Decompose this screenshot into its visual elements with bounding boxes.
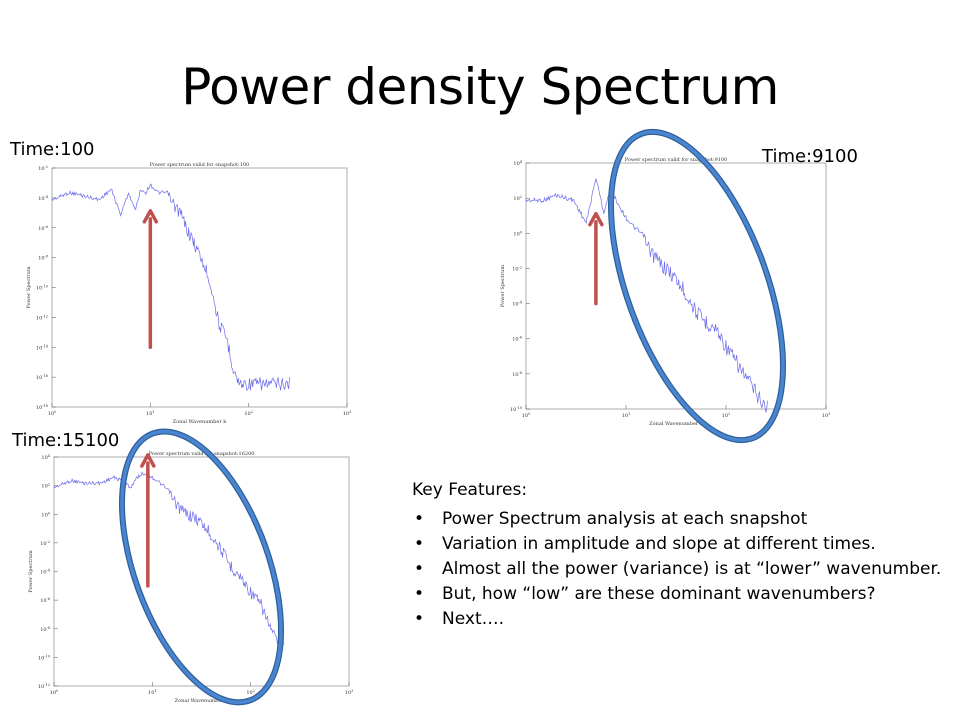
- x-tick-label: 103: [822, 412, 831, 419]
- y-tick-label: 10-6: [512, 336, 522, 343]
- x-tick-label: 102: [722, 412, 731, 419]
- y-tick-label: 100: [41, 511, 50, 518]
- y-tick-label: 10-4: [512, 301, 523, 308]
- spectrum-line: [525, 178, 768, 413]
- y-tick-label: 104: [513, 160, 522, 167]
- y-axis-label: Power Spectrum: [28, 550, 34, 592]
- time-label-100: Time:100: [10, 139, 95, 160]
- red-arrow-head: [142, 209, 159, 224]
- x-tick-label: 101: [146, 410, 155, 417]
- plot-frame: [51, 167, 348, 408]
- y-tick-label: 10-6: [38, 225, 48, 232]
- red-arrow-head: [140, 453, 156, 468]
- features-heading: Key Features:: [412, 480, 528, 500]
- time-label-9100: Time:9100: [762, 146, 858, 167]
- feature-item: Power Spectrum analysis at each snapshot: [412, 507, 957, 532]
- x-tick-label: 103: [345, 689, 354, 696]
- red-arrow-head: [588, 211, 604, 227]
- spectrum-line: [51, 183, 290, 391]
- spectrum-line: [53, 471, 285, 653]
- x-axis-label: Zonal Wavenumber k: [175, 698, 230, 704]
- feature-item: But, how “low” are these dominant wavenu…: [412, 582, 957, 607]
- y-tick-label: 102: [41, 483, 50, 490]
- x-tick-label: 101: [622, 412, 631, 419]
- feature-item: Variation in amplitude and slope at diff…: [412, 532, 957, 557]
- y-tick-label: 10-8: [38, 255, 48, 262]
- y-tick-label: 10-8: [40, 626, 50, 633]
- y-tick-label: 100: [513, 230, 522, 237]
- x-tick-label: 102: [246, 689, 255, 696]
- y-tick-label: 10-12: [36, 314, 48, 321]
- spectrum-chart-9100: Power spectrum valid for snapshot:9100 Zo…: [484, 128, 839, 444]
- spectrum-chart-15100: Power spectrum valid for snapshot:16200 Z…: [14, 428, 359, 717]
- y-tick-label: 10-2: [38, 165, 48, 172]
- plot-frame: [53, 456, 350, 687]
- spectrum-chart-100: Power spectrum valid for snapshot:100 Zon…: [12, 158, 362, 428]
- x-tick-label: 100: [48, 410, 57, 417]
- y-axis-label: Power Spectrum: [500, 265, 506, 307]
- y-tick-label: 10-2: [40, 540, 50, 547]
- y-tick-label: 10-16: [36, 374, 48, 381]
- y-axis-label: Power Spectrum: [26, 266, 32, 308]
- y-tick-label: 10-12: [38, 683, 50, 690]
- y-tick-label: 10-10: [36, 285, 48, 292]
- x-axis-label: Zonal Wavenumber k: [649, 421, 704, 427]
- chart-title: Power spectrum valid for snapshot:16200: [149, 451, 255, 457]
- y-tick-label: 10-10: [38, 654, 50, 661]
- features-list: Power Spectrum analysis at each snapshot…: [412, 507, 957, 632]
- highlight-ellipse: [120, 429, 283, 705]
- highlight-ellipse: [609, 130, 785, 442]
- y-tick-label: 10-14: [36, 344, 49, 351]
- x-tick-label: 101: [148, 689, 157, 696]
- x-tick-label: 103: [343, 410, 352, 417]
- y-tick-label: 10-4: [40, 569, 51, 576]
- time-label-15100: Time:15100: [12, 430, 120, 451]
- chart-title: Power spectrum valid for snapshot:100: [150, 162, 250, 168]
- feature-item: Almost all the power (variance) is at “l…: [412, 557, 957, 582]
- feature-item: Next….: [412, 607, 957, 632]
- y-tick-label: 10-18: [36, 404, 48, 411]
- plot-frame: [525, 162, 827, 410]
- chart-title: Power spectrum valid for snapshot:9100: [625, 157, 728, 163]
- y-tick-label: 10-10: [510, 406, 522, 413]
- x-axis-label: Zonal Wavenumber k: [173, 419, 228, 425]
- y-tick-label: 10-8: [512, 371, 522, 378]
- y-tick-label: 10-6: [40, 597, 50, 604]
- y-tick-label: 10-2: [512, 265, 522, 272]
- y-tick-label: 10-4: [38, 195, 49, 202]
- x-tick-label: 102: [244, 410, 253, 417]
- x-tick-label: 100: [50, 689, 59, 696]
- y-tick-label: 102: [513, 195, 522, 202]
- key-features: Key Features: Power Spectrum analysis at…: [412, 478, 957, 632]
- y-tick-label: 104: [41, 454, 50, 461]
- slide-title: Power density Spectrum: [181, 58, 779, 116]
- x-tick-label: 100: [522, 412, 531, 419]
